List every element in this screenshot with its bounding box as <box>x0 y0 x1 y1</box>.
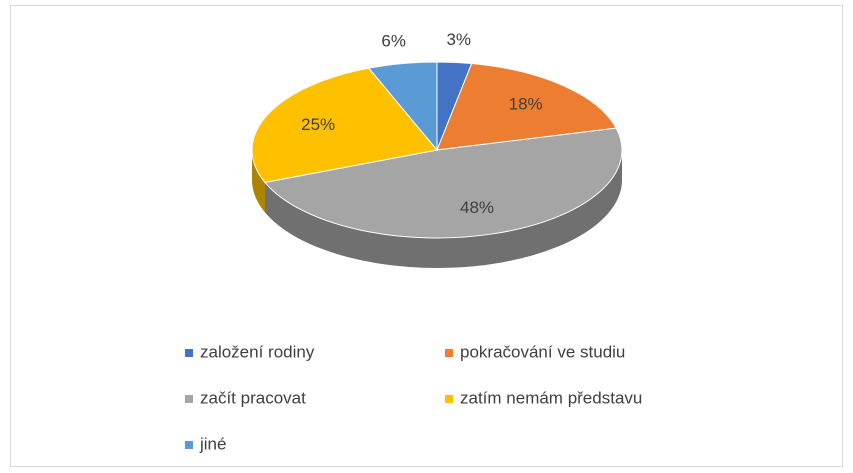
legend-swatch <box>185 441 193 449</box>
legend-swatch <box>445 349 453 357</box>
legend-label: pokračování ve studiu <box>460 342 625 361</box>
legend-label: začít pracovat <box>200 388 306 407</box>
legend-label: jiné <box>199 434 226 453</box>
pie-slice <box>251 67 438 183</box>
pie-slice <box>367 61 438 152</box>
legend-swatch <box>445 395 453 403</box>
pie-slice <box>436 63 617 151</box>
legend-swatch <box>185 349 193 357</box>
data-label: 18% <box>509 95 543 114</box>
data-label: 48% <box>460 198 494 217</box>
data-label: 25% <box>301 115 335 134</box>
legend-label: zatím nemám představu <box>460 388 642 407</box>
data-label: 3% <box>446 30 471 49</box>
pie-side <box>264 150 622 269</box>
legend-swatch <box>185 395 193 403</box>
pie-slice <box>264 127 623 239</box>
pie-side <box>252 150 265 213</box>
legend-label: založení rodiny <box>200 342 315 361</box>
data-label: 6% <box>381 31 406 50</box>
